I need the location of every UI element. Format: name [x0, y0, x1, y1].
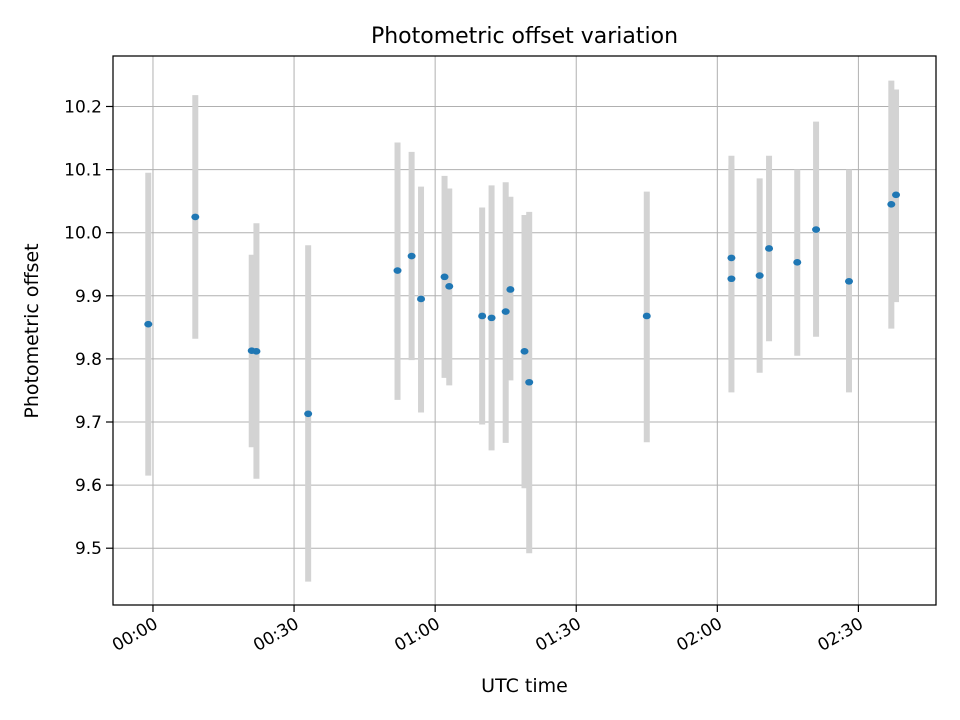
data-point: [765, 245, 774, 252]
data-point: [487, 314, 496, 322]
data-point: [252, 348, 261, 355]
data-point: [892, 191, 901, 199]
data-point: [525, 378, 534, 386]
data-point: [755, 272, 764, 279]
y-axis-ticks: 9.5 9.6 9.7 9.8 9.9 10.0 10.1 10.2: [64, 97, 113, 559]
x-axis-label: UTC time: [481, 675, 568, 697]
x-tick-label: 02:30: [814, 614, 866, 656]
data-point: [844, 277, 853, 285]
data-point: [191, 213, 200, 221]
x-axis-ticks: 00:00 00:30 01:00 01:30 02:00 02:30: [109, 605, 867, 656]
plot-frame: [112, 55, 937, 606]
y-tick-label: 9.9: [75, 287, 102, 307]
data-point: [478, 312, 487, 320]
y-tick-label: 9.5: [75, 539, 102, 559]
y-tick-label: 10.2: [64, 97, 102, 117]
data-points: [144, 191, 901, 418]
x-tick-label: 02:00: [673, 614, 725, 656]
y-axis-label: Photometric offset: [21, 243, 43, 418]
y-tick-label: 10.0: [64, 224, 102, 244]
data-point: [727, 254, 736, 262]
data-point: [887, 200, 896, 208]
data-point: [144, 320, 153, 328]
data-point: [407, 252, 416, 260]
x-tick-label: 01:00: [391, 614, 443, 656]
x-tick-label: 00:00: [109, 614, 161, 656]
data-point: [445, 283, 454, 290]
chart-title: Photometric offset variation: [371, 24, 678, 49]
data-point: [727, 275, 736, 283]
y-tick-label: 9.8: [75, 350, 102, 370]
data-point: [440, 273, 449, 281]
errorbars: [145, 80, 900, 582]
data-point: [793, 259, 802, 266]
data-point: [417, 295, 426, 303]
data-point: [812, 226, 821, 233]
data-point: [393, 267, 402, 274]
data-point: [642, 312, 651, 320]
y-tick-label: 9.7: [75, 413, 102, 433]
data-point: [506, 286, 515, 293]
x-tick-label: 00:30: [250, 614, 302, 656]
y-tick-label: 9.6: [75, 476, 102, 496]
data-point: [520, 348, 529, 355]
x-tick-label: 01:30: [532, 614, 584, 656]
y-tick-label: 10.1: [64, 161, 102, 181]
data-point: [501, 308, 510, 315]
data-point: [304, 410, 313, 418]
